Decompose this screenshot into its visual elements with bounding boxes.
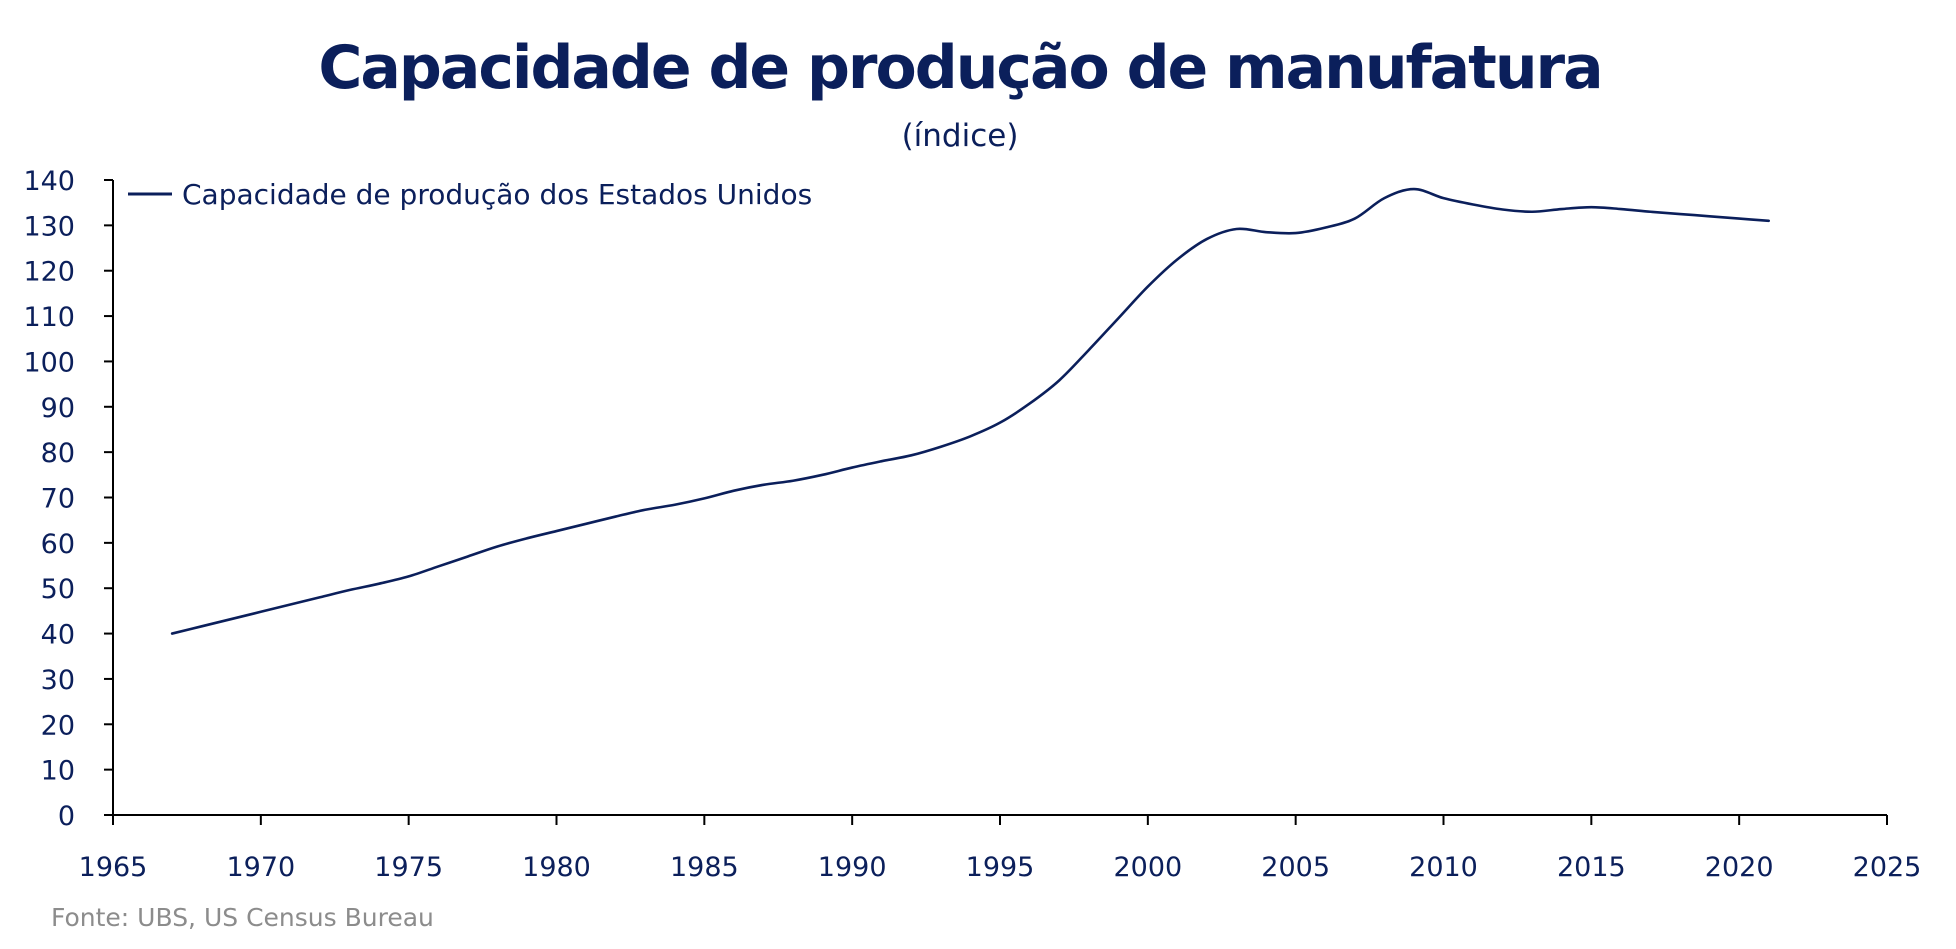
x-tick-label: 2025 bbox=[1853, 852, 1922, 883]
x-tick-label: 1975 bbox=[374, 852, 443, 883]
y-tick-label: 120 bbox=[23, 257, 75, 288]
legend: Capacidade de produção dos Estados Unido… bbox=[128, 178, 812, 211]
y-tick-label: 40 bbox=[41, 620, 75, 651]
source-note: Fonte: UBS, US Census Bureau bbox=[51, 903, 434, 932]
x-tick-label: 2020 bbox=[1705, 852, 1774, 883]
y-axis-ticks: 0 10 20 30 40 50 60 70 80 90 100 110 120 130 140 bbox=[23, 166, 113, 832]
series-layer bbox=[170, 187, 1771, 635]
x-tick-label: 1985 bbox=[670, 852, 739, 883]
y-tick-label: 20 bbox=[41, 710, 75, 741]
y-tick-label: 110 bbox=[23, 302, 75, 333]
chart-subtitle: (índice) bbox=[902, 118, 1019, 154]
y-tick-label: 50 bbox=[41, 574, 75, 605]
y-tick-label: 130 bbox=[23, 211, 75, 242]
x-tick-label: 1970 bbox=[226, 852, 295, 883]
y-tick-label: 140 bbox=[23, 166, 75, 197]
series-line bbox=[170, 187, 1771, 635]
y-tick-label: 30 bbox=[41, 665, 75, 696]
y-tick-label: 100 bbox=[23, 347, 75, 378]
x-tick-label: 1980 bbox=[522, 852, 591, 883]
axes bbox=[112, 180, 1887, 816]
x-axis-ticks: 1965 1970 1975 1980 1985 1990 1995 2000 2005 2010… bbox=[79, 815, 1922, 883]
x-tick-label: 2010 bbox=[1409, 852, 1478, 883]
legend-label: Capacidade de produção dos Estados Unido… bbox=[182, 178, 812, 211]
x-tick-label: 2015 bbox=[1557, 852, 1626, 883]
x-tick-label: 1995 bbox=[966, 852, 1035, 883]
chart-title: Capacidade de produção de manufatura bbox=[318, 33, 1601, 103]
y-tick-label: 80 bbox=[41, 438, 75, 469]
y-tick-label: 90 bbox=[41, 393, 75, 424]
y-tick-label: 70 bbox=[41, 484, 75, 515]
y-tick-label: 60 bbox=[41, 529, 75, 560]
y-tick-label: 0 bbox=[58, 801, 75, 832]
y-tick-label: 10 bbox=[41, 756, 75, 787]
x-tick-label: 1990 bbox=[818, 852, 887, 883]
x-tick-label: 1965 bbox=[79, 852, 148, 883]
x-tick-label: 2000 bbox=[1113, 852, 1182, 883]
x-tick-label: 2005 bbox=[1261, 852, 1330, 883]
